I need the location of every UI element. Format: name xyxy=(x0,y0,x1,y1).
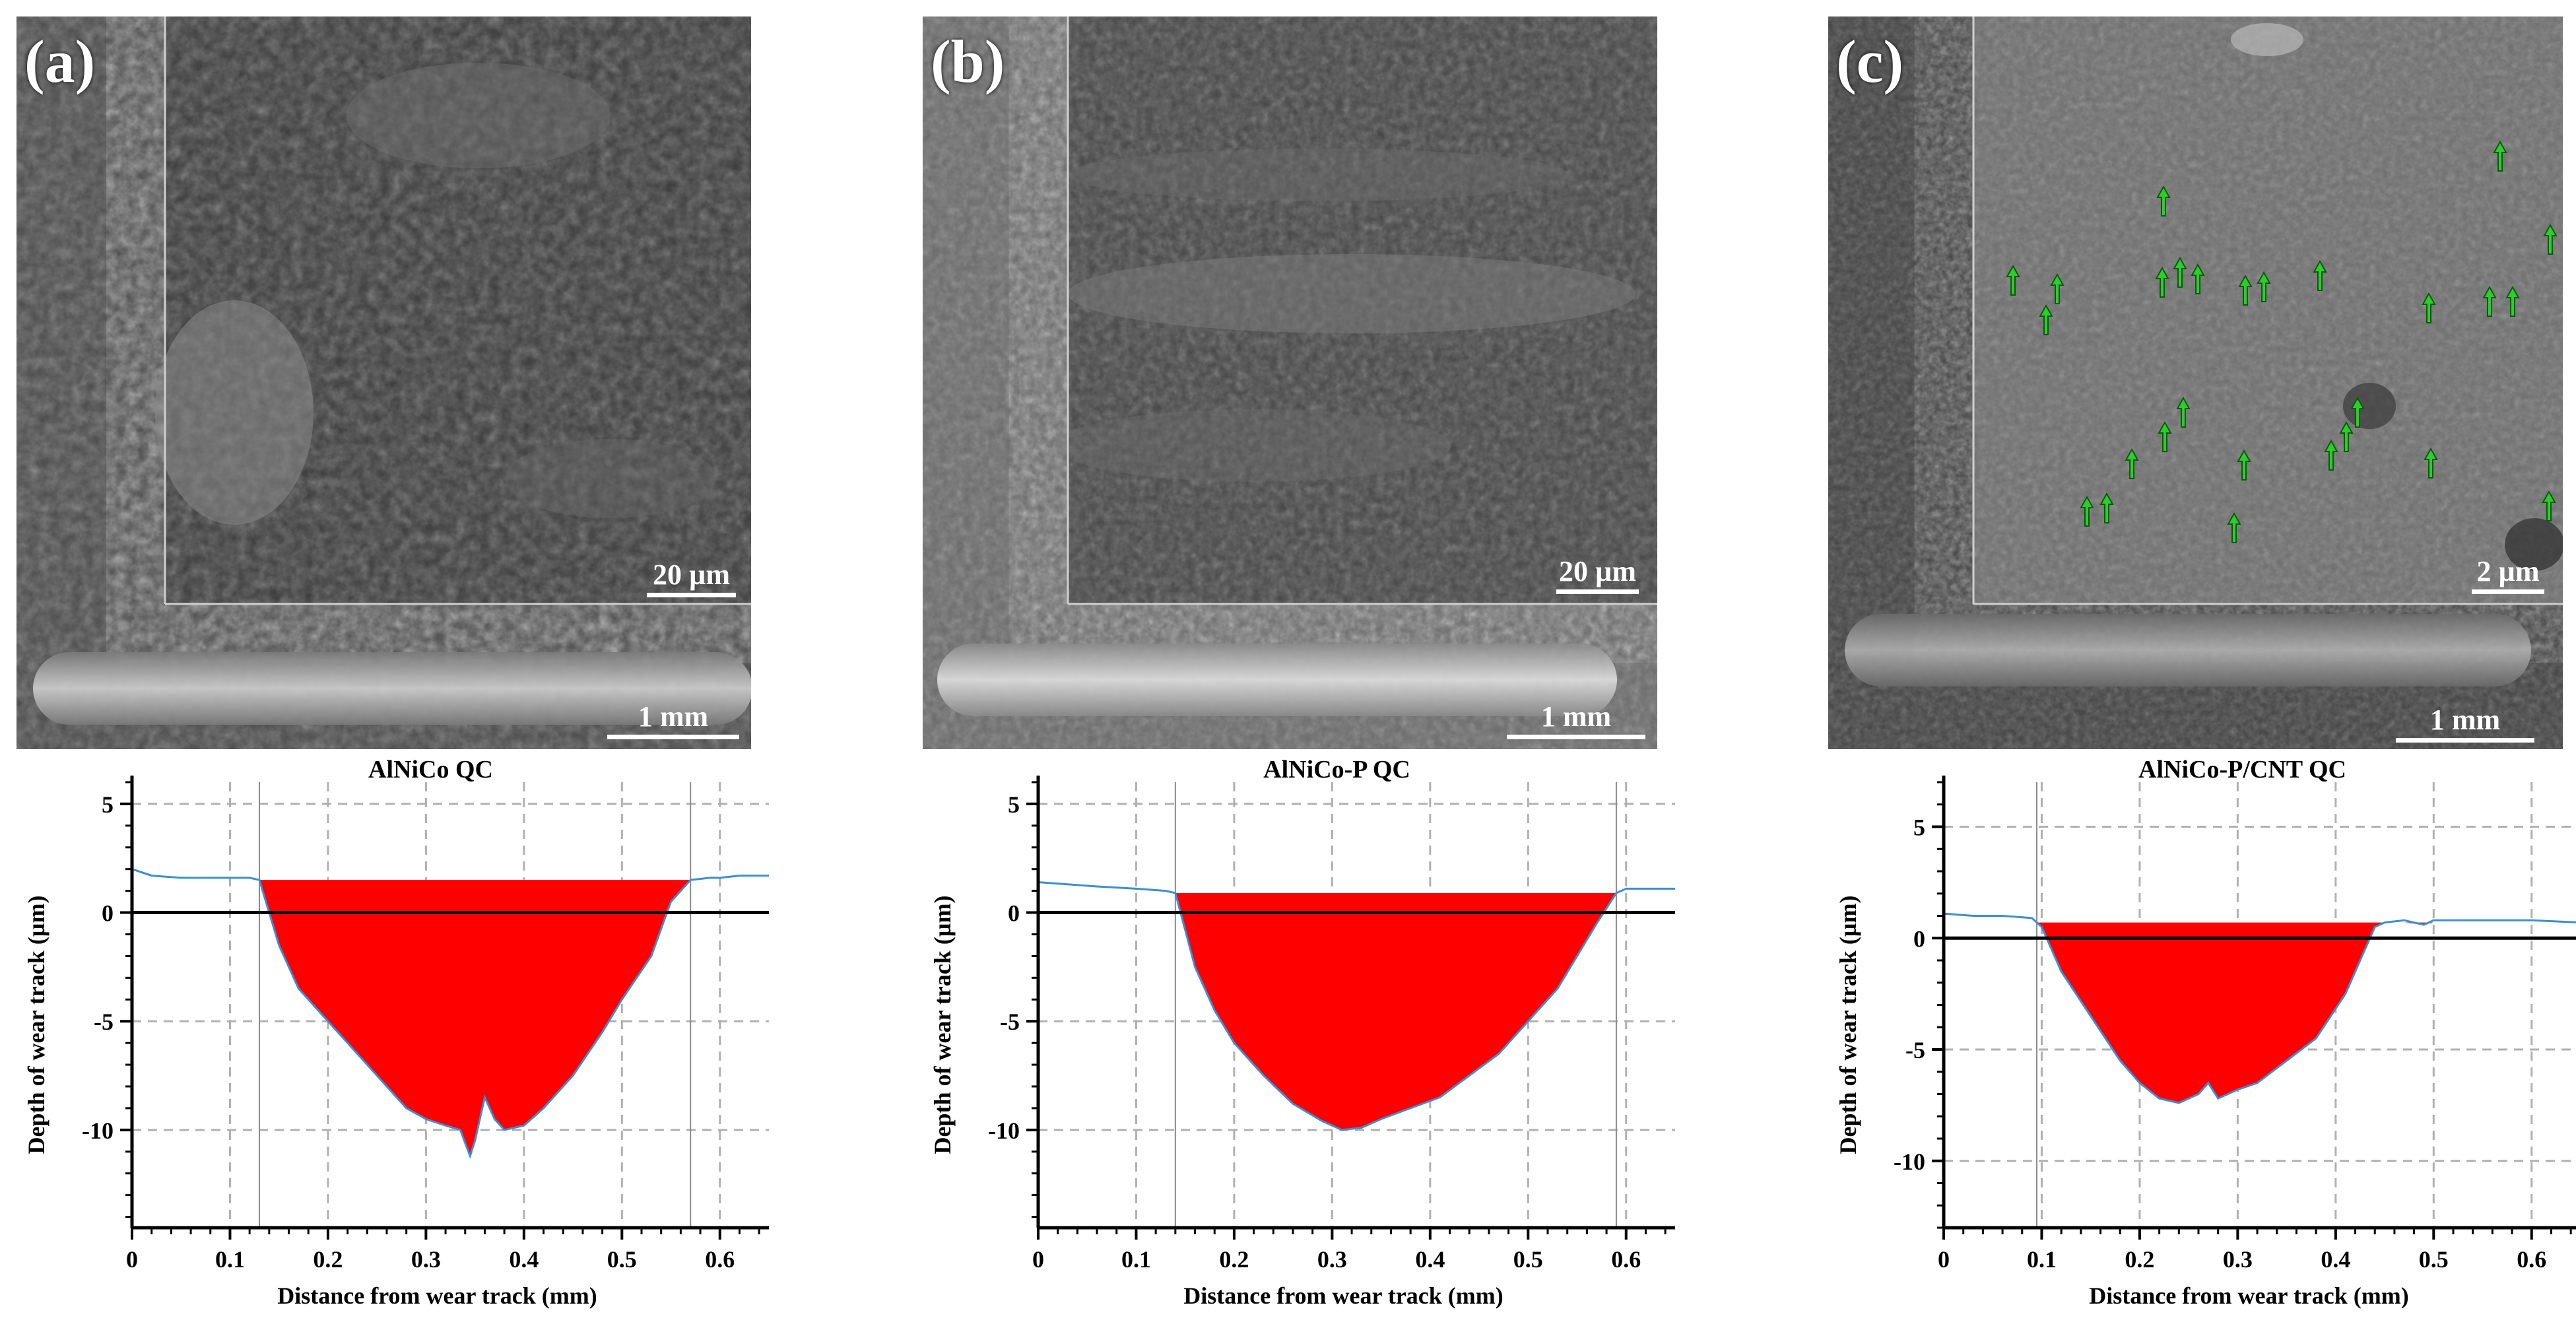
track-scale-label-c: 1 mm xyxy=(2429,704,2501,736)
y-tick-label-c1-2: -5 xyxy=(1000,1009,1020,1035)
panel-letter-a: (a) xyxy=(24,28,96,95)
panel-a: (a) 20 µm 1 mm AlNiCo QC 0 0.1 0.2 0.3 0.4 0.5… xyxy=(17,0,776,1332)
wear-track-b xyxy=(937,644,1617,716)
track-scale-label-a: 1 mm xyxy=(638,700,709,733)
profile-line-c0 xyxy=(131,868,769,1159)
profile-line-c1 xyxy=(1038,881,1675,1131)
x-tick-label-c0-6: 0.6 xyxy=(705,1246,735,1273)
x-tick-label-c2-4: 0.4 xyxy=(2321,1246,2350,1273)
y-tick-label-c2-1: 0 xyxy=(1913,925,1925,952)
chart-title-c2: AlNiCo-P/CNT QC xyxy=(2138,756,2346,783)
chart-svg-b: AlNiCo-P QC 0 0.1 0.2 0.3 0.4 0.5 0.6 5 0 -5 -10 Dis… xyxy=(929,756,1675,1309)
inset-scale-bar-b: 20 µm xyxy=(1556,554,1639,594)
x-tick-label-c2-5: 0.5 xyxy=(2419,1246,2449,1273)
wear-area-fill-c0 xyxy=(259,880,691,1156)
track-scale-bar-a: 1 mm xyxy=(607,700,739,739)
sem-micrograph-b: (b) 20 µm 1 mm xyxy=(923,17,1657,749)
inset-scale-label-b: 20 µm xyxy=(1558,555,1636,587)
panel-b: (b) 20 µm 1 mm AlNiCo-P QC 0 0.1 0.2 0.3 0.4 0… xyxy=(923,0,1682,1332)
x-tick-label-c2-3: 0.3 xyxy=(2223,1246,2253,1273)
y-axis-label-c1: Depth of wear track (µm) xyxy=(929,896,956,1154)
depth-profile-chart-b: AlNiCo-P QC 0 0.1 0.2 0.3 0.4 0.5 0.6 5 0 -5 -10 Dis… xyxy=(923,752,1682,1332)
y-axis-label-c2: Depth of wear track (µm) xyxy=(1835,896,1861,1154)
chart-title-c1: AlNiCo-P QC xyxy=(1263,756,1410,783)
wear-track-a xyxy=(33,652,751,725)
inset-scale-label-c: 2 µm xyxy=(2476,555,2540,587)
x-tick-label-c0-1: 0.1 xyxy=(215,1246,245,1273)
track-scale-bar-b: 1 mm xyxy=(1507,700,1645,739)
y-tick-label-c1-1: 0 xyxy=(1008,900,1020,927)
x-tick-label-c0-3: 0.3 xyxy=(411,1246,441,1273)
sem-image-b xyxy=(923,17,1657,749)
x-tick-label-c1-4: 0.4 xyxy=(1415,1246,1445,1273)
wear-track-c xyxy=(1845,614,2531,686)
x-axis-label-c1: Distance from wear track (mm) xyxy=(1183,1282,1503,1309)
y-tick-label-c2-0: 5 xyxy=(1913,815,1925,841)
depth-profile-chart-a: AlNiCo QC 0 0.1 0.2 0.3 0.4 0.5 0.6 5 0 -5 -10 Dista… xyxy=(17,752,776,1332)
y-axis-label-c0: Depth of wear track (µm) xyxy=(23,896,50,1154)
wear-area-fill-c1 xyxy=(1175,892,1616,1130)
x-tick-label-c0-2: 0.2 xyxy=(313,1246,343,1273)
y-tick-label-c0-2: -5 xyxy=(94,1009,114,1035)
sem-micrograph-c: (c) 2 µm 1 mm xyxy=(1828,17,2563,749)
sem-image-c xyxy=(1828,17,2563,749)
x-tick-label-c0-4: 0.4 xyxy=(509,1246,539,1273)
y-tick-label-c0-3: -10 xyxy=(82,1117,114,1144)
x-tick-label-c1-3: 0.3 xyxy=(1317,1246,1347,1273)
y-tick-label-c1-0: 5 xyxy=(1008,791,1020,818)
chart-svg-a: AlNiCo QC 0 0.1 0.2 0.3 0.4 0.5 0.6 5 0 -5 -10 Dista… xyxy=(23,756,769,1309)
x-axis-label-c2: Distance from wear track (mm) xyxy=(2089,1282,2409,1309)
x-tick-label-c1-2: 0.2 xyxy=(1219,1246,1249,1273)
inset-scale-bar-c: 2 µm xyxy=(2472,554,2544,594)
panel-letter-c: (c) xyxy=(1836,28,1904,95)
x-tick-label-c2-6: 0.6 xyxy=(2517,1246,2546,1273)
chart-svg-c: AlNiCo-P/CNT QC 0 0.1 0.2 0.3 0.4 0.5 0.6 5 0 -5 -1… xyxy=(1835,756,2576,1309)
x-tick-label-c1-0: 0 xyxy=(1032,1246,1044,1273)
profile-line-c2 xyxy=(1943,912,2576,1104)
chart-title-c0: AlNiCo QC xyxy=(368,756,493,783)
x-tick-label-c2-2: 0.2 xyxy=(2125,1246,2154,1273)
y-tick-label-c2-2: -5 xyxy=(1905,1037,1925,1063)
depth-profile-chart-c: AlNiCo-P/CNT QC 0 0.1 0.2 0.3 0.4 0.5 0.6 5 0 -5 -1… xyxy=(1828,752,2576,1332)
inset-scale-bar-a: 20 µm xyxy=(647,558,736,597)
y-tick-label-c2-3: -10 xyxy=(1894,1149,1925,1175)
panel-c: (c) 2 µm 1 mm AlNiCo-P/CNT QC 0 0.1 0.2 0.3 0… xyxy=(1828,0,2576,1332)
x-tick-label-c2-1: 0.1 xyxy=(2027,1246,2057,1273)
y-tick-label-c1-3: -10 xyxy=(988,1117,1020,1144)
x-tick-label-c0-0: 0 xyxy=(126,1246,138,1273)
x-tick-label-c0-5: 0.5 xyxy=(607,1246,637,1273)
x-tick-label-c1-6: 0.6 xyxy=(1611,1246,1641,1273)
wear-area-fill-c2 xyxy=(2037,922,2576,1103)
x-tick-label-c2-0: 0 xyxy=(1938,1246,1950,1273)
x-tick-label-c1-5: 0.5 xyxy=(1513,1246,1543,1273)
y-tick-label-c0-1: 0 xyxy=(102,900,114,927)
sem-image-a xyxy=(17,17,751,749)
track-scale-label-b: 1 mm xyxy=(1540,700,1612,733)
y-tick-label-c0-0: 5 xyxy=(102,791,114,818)
inset-scale-label-a: 20 µm xyxy=(652,558,730,591)
panel-letter-b: (b) xyxy=(931,28,1005,95)
sem-micrograph-a: (a) 20 µm 1 mm xyxy=(17,17,751,749)
x-axis-label-c0: Distance from wear track (mm) xyxy=(277,1282,597,1309)
track-scale-bar-c: 1 mm xyxy=(2396,703,2534,743)
x-tick-label-c1-1: 0.1 xyxy=(1121,1246,1151,1273)
